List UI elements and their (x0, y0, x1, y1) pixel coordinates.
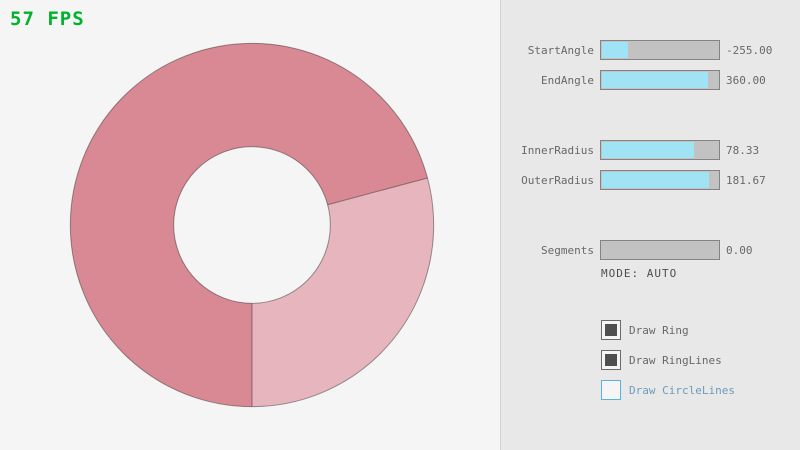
ring-edge-line (327, 177, 428, 206)
ring-outline-circle (173, 146, 331, 304)
checkbox-check-mark (605, 324, 617, 336)
mode-label: MODE: AUTO (601, 267, 678, 280)
slider-value: 360.00 (726, 73, 766, 87)
slider-row-segments: Segments 0.00 (501, 240, 800, 260)
slider-fill (602, 142, 695, 158)
slider-label: OuterRadius (521, 173, 594, 187)
checkbox-label: Draw RingLines (629, 353, 722, 367)
slider-row-start-angle: StartAngle -255.00 (501, 40, 800, 60)
slider-value: 0.00 (726, 243, 753, 257)
draw-ring-checkbox[interactable] (601, 320, 621, 340)
slider-fill (602, 172, 710, 188)
segments-slider[interactable] (600, 240, 720, 260)
checkbox-label: Draw CircleLines (629, 383, 735, 397)
checkbox-row-draw-circle-lines: Draw CircleLines (601, 380, 735, 400)
outer-radius-slider[interactable] (600, 170, 720, 190)
single-covered-ring-sector (252, 177, 434, 407)
slider-label: StartAngle (527, 43, 594, 57)
control-panel: StartAngle -255.00 EndAngle 360.00 Inner… (500, 0, 800, 450)
draw-ring-lines-checkbox[interactable] (601, 350, 621, 370)
slider-value: 181.67 (726, 173, 766, 187)
slider-value: 78.33 (726, 143, 760, 157)
fps-counter: 57 FPS (10, 8, 85, 30)
slider-row-end-angle: EndAngle 360.00 (501, 70, 800, 90)
slider-label: InnerRadius (521, 143, 594, 157)
inner-radius-slider[interactable] (600, 140, 720, 160)
draw-circle-lines-checkbox[interactable] (601, 380, 621, 400)
slider-fill (602, 42, 628, 58)
checkbox-row-draw-ring-lines: Draw RingLines (601, 350, 722, 370)
start-angle-slider[interactable] (600, 40, 720, 60)
slider-row-inner-radius: InnerRadius 78.33 (501, 140, 800, 160)
double-covered-ring-sector (70, 43, 428, 407)
checkbox-row-draw-ring: Draw Ring (601, 320, 689, 340)
end-angle-slider[interactable] (600, 70, 720, 90)
ring-outline-circle (69, 42, 435, 408)
slider-label: EndAngle (541, 73, 594, 87)
slider-row-outer-radius: OuterRadius 181.67 (501, 170, 800, 190)
checkbox-check-mark (605, 354, 617, 366)
ring-donut-canvas (69, 42, 435, 408)
checkbox-label: Draw Ring (629, 323, 689, 337)
slider-label: Segments (541, 243, 594, 257)
slider-fill (602, 72, 709, 88)
slider-value: -255.00 (726, 43, 773, 57)
